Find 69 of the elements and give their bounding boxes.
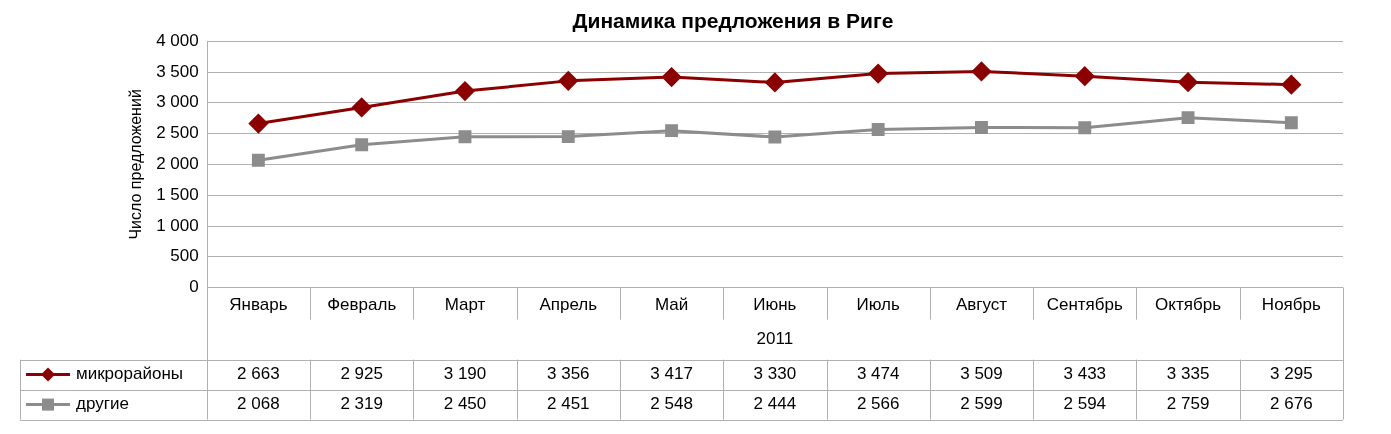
point [975,121,988,134]
legend-label: микрорайоны [76,364,183,384]
data-label: 2 548 [650,394,693,414]
data-label: 2 566 [856,394,900,414]
point [455,81,475,101]
point [1284,116,1298,130]
data-label: 2 663 [237,364,280,384]
legend-label: другие [76,394,129,414]
point [868,64,888,84]
point [765,72,785,92]
point [352,97,372,117]
data-label: 2 594 [1063,394,1107,414]
data-label: 3 356 [547,364,590,384]
point [768,130,782,144]
y-tick-label: 3 000 [156,92,199,112]
point [355,138,369,152]
x-tick-label: Январь [229,295,288,315]
data-label: 3 295 [1270,364,1313,384]
data-label: 2 444 [753,394,797,414]
y-tick-label: 4 000 [156,30,199,50]
data-label: 2 319 [340,394,383,414]
y-tick-label: 500 [170,246,199,266]
x-tick-label: Ноябрь [1261,295,1321,315]
point [1078,121,1092,135]
data-label: 3 509 [960,364,1003,384]
point [1178,72,1198,92]
x-tick-label: Март [444,295,486,315]
point [871,123,885,136]
point [1281,75,1301,95]
point [251,153,265,167]
x-tick-label: Июль [856,295,900,315]
point [665,124,679,138]
data-label: 3 190 [443,364,487,384]
x-tick-label: Июнь [753,295,797,315]
point [558,71,578,91]
data-label: 2 759 [1166,394,1210,414]
data-label: 2 599 [960,394,1003,414]
data-label: 3 433 [1063,364,1107,384]
data-label: 2 068 [237,394,280,414]
x-tick-label: Май [654,295,689,315]
y-axis-title: Число предложений [127,89,145,240]
data-label: 3 474 [856,364,900,384]
point [561,130,575,144]
point [1075,66,1095,86]
x-tick-label: Октябрь [1155,295,1222,315]
data-label: 2 451 [547,394,590,414]
x-tick-label: Август [955,295,1008,315]
y-tick-label: 0 [189,277,199,297]
data-label: 2 925 [340,364,383,384]
data-label: 3 417 [650,364,693,384]
data-label: 2 450 [443,394,487,414]
x-axis-title: 2011 [756,329,794,349]
x-tick-label: Сентябрь [1046,295,1123,315]
y-tick-label: 3 500 [156,61,199,81]
y-tick-label: 1 000 [156,215,199,235]
chart-title: Динамика предложения в Риге [572,9,894,33]
data-label: 3 330 [753,364,797,384]
point [971,61,991,81]
point [248,114,268,134]
point [662,67,682,87]
x-tick-label: Апрель [539,295,598,315]
point [458,130,472,144]
data-label: 2 676 [1270,394,1313,414]
y-tick-label: 1 500 [156,184,199,204]
y-tick-label: 2 000 [156,154,199,174]
data-label: 3 335 [1166,364,1210,384]
x-tick-label: Февраль [327,295,397,315]
point [1181,111,1195,125]
y-tick-label: 2 500 [156,123,199,143]
